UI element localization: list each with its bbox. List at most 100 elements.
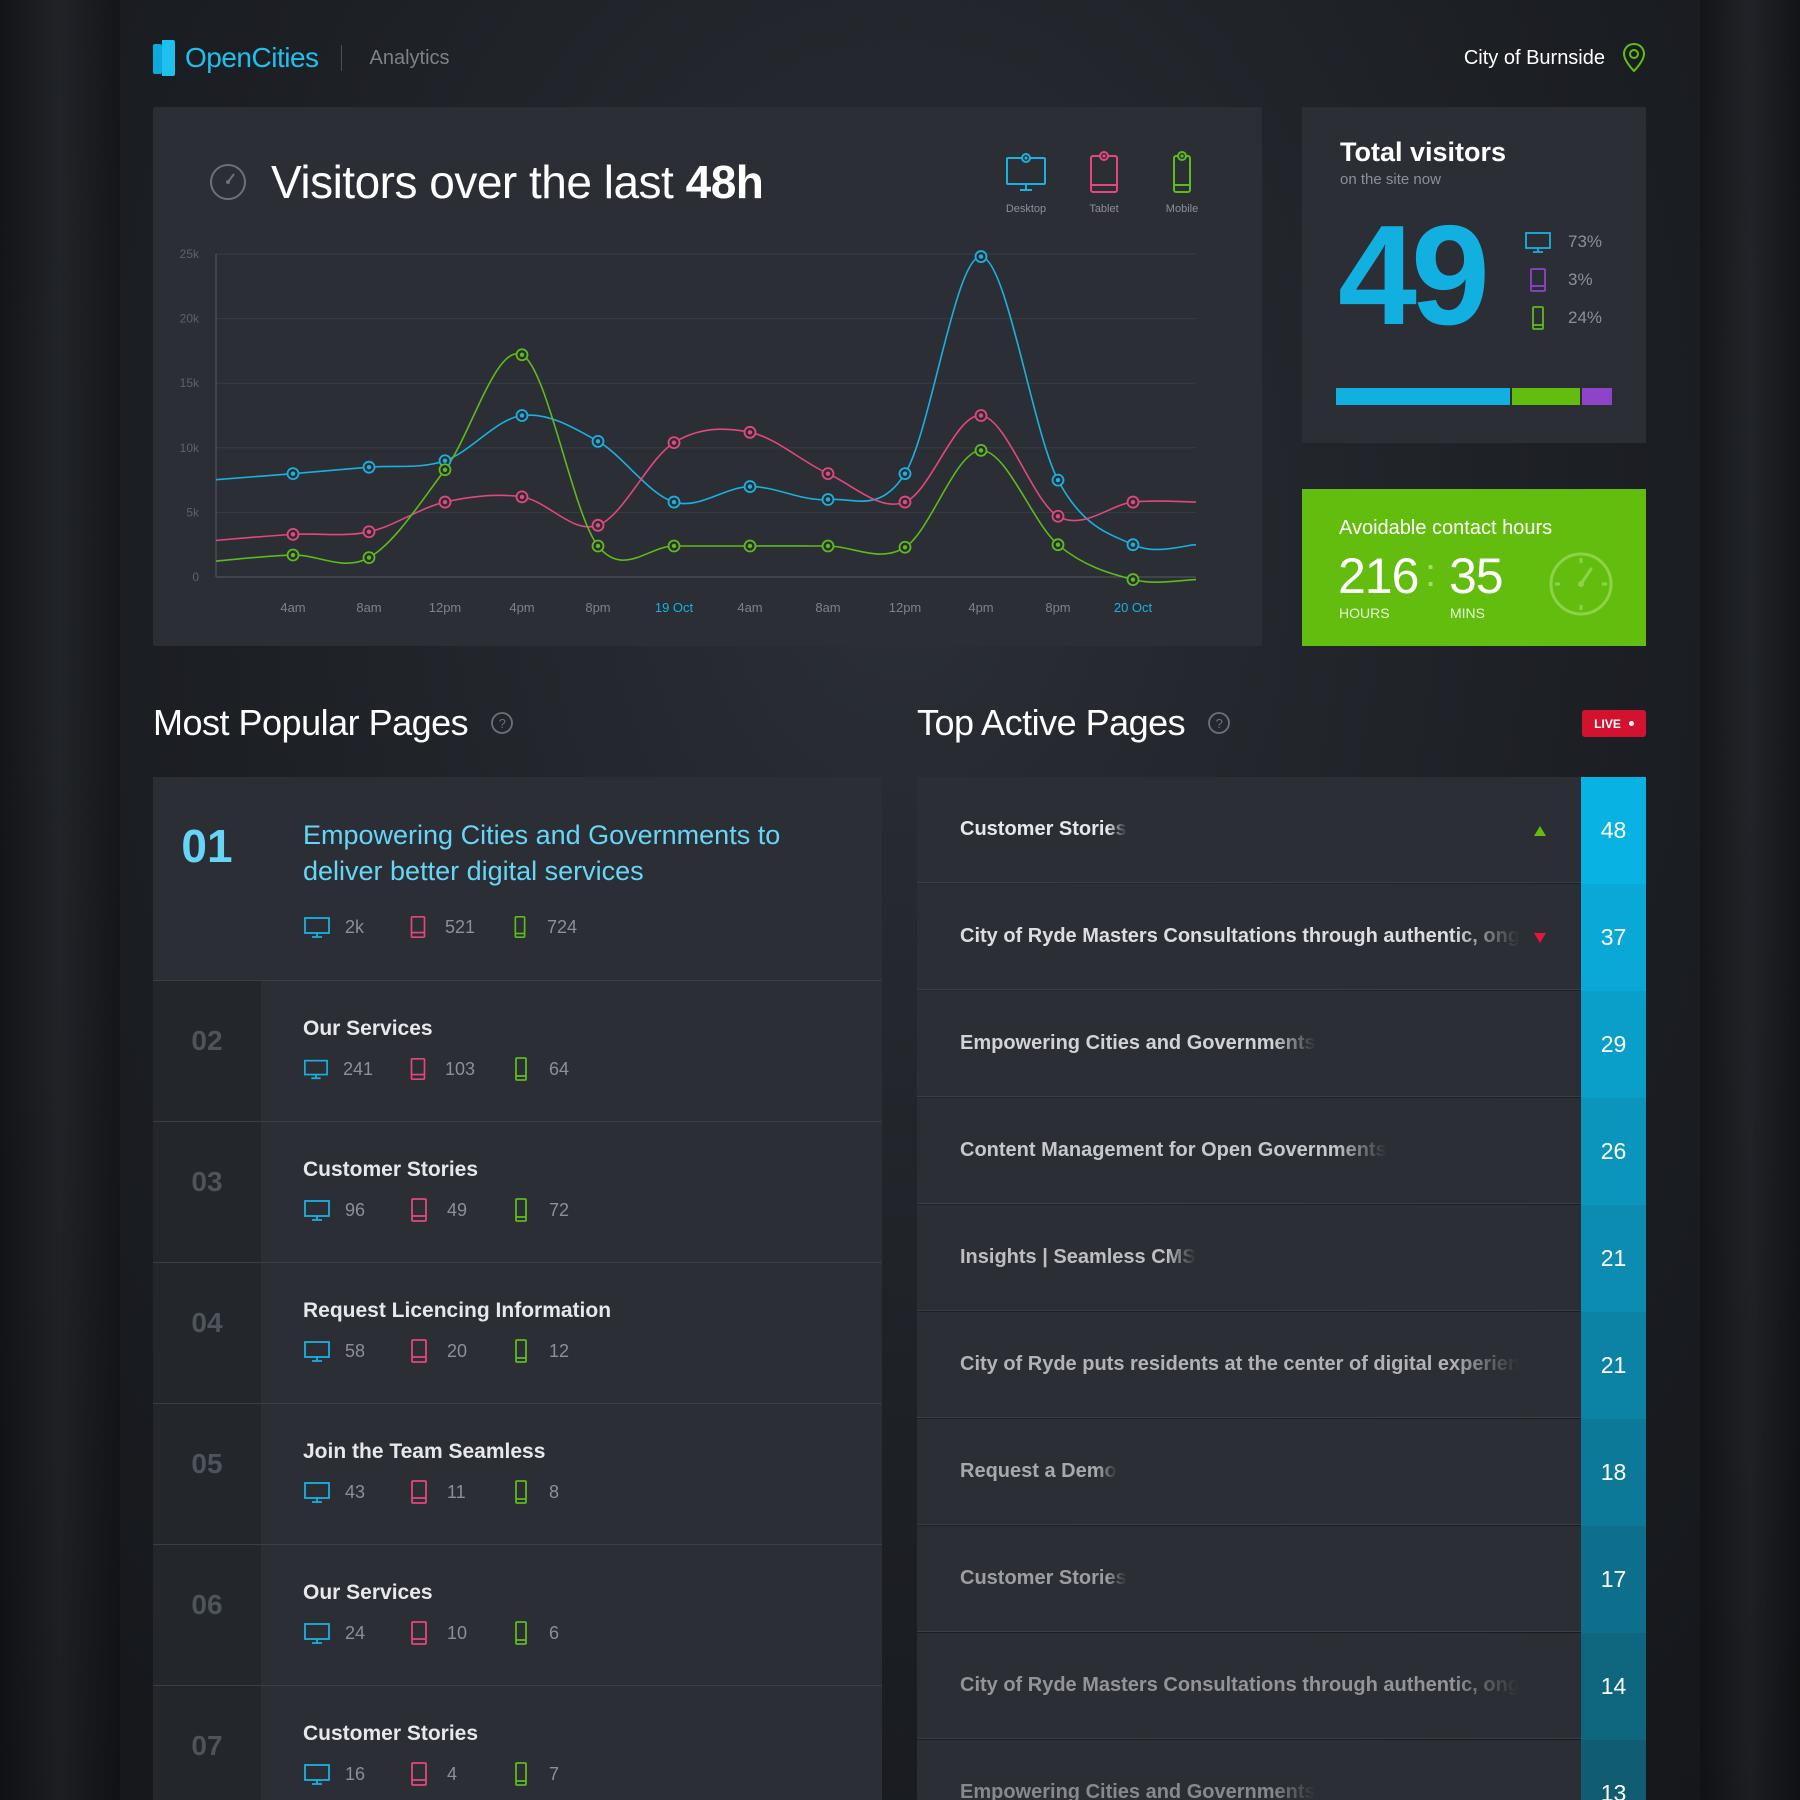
x-tick-label: 4pm: [968, 600, 993, 615]
chart-header: Visitors over the last 48h: [209, 155, 764, 209]
hours-label: HOURS: [1339, 605, 1390, 621]
active-page-label[interactable]: Content Management for Open Governments: [917, 1098, 1581, 1204]
data-point-dot: [290, 552, 296, 558]
data-point-dot: [595, 543, 601, 549]
total-visitors-card: Total visitors on the site now 49 73% 3%…: [1302, 107, 1646, 443]
legend-tablet[interactable]: Tablet: [1082, 151, 1126, 215]
popular-page-item[interactable]: Customer Stories 16 4 7 07: [153, 1686, 882, 1800]
active-page-row[interactable]: City of Ryde Masters Consultations throu…: [917, 1633, 1646, 1740]
mobile-count: 12: [549, 1340, 570, 1361]
active-page-label[interactable]: Request a Demo: [917, 1419, 1581, 1525]
popular-page-title[interactable]: Request Licencing Information: [303, 1299, 612, 1322]
desktop-icon: [304, 1482, 330, 1503]
visitors-chart-card: 0 5k 10k 15k 20k 25k 4am 8am 12pm 4pm 8pm 19 Oct 4am…: [153, 107, 1262, 646]
active-visitor-count: 29: [1581, 991, 1646, 1098]
legend-mobile[interactable]: Mobile: [1160, 151, 1204, 215]
data-point-dot: [825, 543, 831, 549]
data-point-dot: [671, 440, 677, 445]
mobile-count: 7: [549, 1763, 560, 1784]
tablet-stat: 4: [405, 1762, 475, 1786]
popular-page-item[interactable]: Join the Team Seamless 43 11 8 05: [153, 1404, 882, 1545]
help-icon[interactable]: ?: [1207, 711, 1231, 735]
popular-page-item[interactable]: Empowering Cities and Governments to del…: [153, 777, 882, 981]
city-name: City of Burnside: [1463, 46, 1605, 69]
legend-mobile-label: Mobile: [1165, 203, 1199, 215]
x-tick-label: 8am: [815, 600, 840, 615]
data-point-dot: [519, 413, 525, 418]
active-page-label[interactable]: Customer Stories: [917, 777, 1581, 883]
svg-text:?: ?: [1216, 716, 1223, 731]
live-dot-icon: [1628, 721, 1634, 726]
popular-page-item[interactable]: Our Services 24 10 6 06: [153, 1545, 882, 1686]
y-tick-label: 5k: [186, 505, 200, 519]
legend-tablet-label: Tablet: [1089, 203, 1119, 215]
help-icon[interactable]: ?: [490, 711, 514, 735]
data-point-dot: [978, 254, 984, 259]
stopwatch-icon: [1549, 552, 1613, 616]
popular-page-title[interactable]: Our Services: [303, 1581, 433, 1604]
tablet-count: 11: [447, 1481, 466, 1502]
active-page-row[interactable]: City of Ryde Masters Consultations throu…: [917, 884, 1646, 991]
desktop-count: 24: [345, 1622, 366, 1643]
data-point-dot: [902, 471, 908, 476]
series-line-tablet: [215, 414, 1197, 542]
active-page-row[interactable]: City of Ryde puts residents at the cente…: [917, 1312, 1646, 1419]
split-mobile: 24%: [1524, 306, 1602, 330]
active-page-label[interactable]: Customer Stories: [917, 1526, 1581, 1632]
x-tick-label: 20 Oct: [1114, 600, 1153, 615]
popular-page-body: Our Services 24 10 6: [261, 1545, 882, 1685]
data-point-dot: [978, 448, 984, 453]
legend-desktop[interactable]: Desktop: [1004, 151, 1048, 215]
popular-page-item[interactable]: Customer Stories 96 49 72 03: [153, 1122, 882, 1263]
popular-page-title[interactable]: Customer Stories: [303, 1722, 479, 1745]
popular-page-title[interactable]: Empowering Cities and Governments to del…: [303, 820, 781, 886]
share-bar-segment: [1512, 388, 1581, 405]
brand-logo[interactable]: OpenCities Analytics: [153, 40, 450, 76]
data-point-dot: [519, 494, 525, 500]
x-tick-label: 4pm: [509, 600, 534, 615]
mobile-count: 724: [546, 916, 577, 937]
popular-page-title[interactable]: Customer Stories: [303, 1158, 479, 1181]
desktop-stat: 241: [303, 1057, 373, 1081]
mobile-icon: [515, 1480, 527, 1504]
total-visitors-title: Total visitors: [1340, 137, 1507, 167]
popular-page-item[interactable]: Request Licencing Information 58 20 12 0…: [153, 1263, 882, 1404]
active-page-row[interactable]: Insights | Seamless CMS 21: [917, 1205, 1646, 1312]
data-point-dot: [1055, 514, 1061, 519]
background-column: [0, 0, 120, 1800]
active-page-label[interactable]: Insights | Seamless CMS: [917, 1205, 1581, 1311]
data-point-dot: [671, 499, 677, 505]
active-visitor-count: 14: [1581, 1633, 1646, 1740]
device-split: 73% 3% 24%: [1524, 231, 1602, 330]
tablet-icon: [411, 1339, 427, 1363]
data-point-dot: [1055, 542, 1061, 547]
popular-page-title[interactable]: Our Services: [303, 1017, 433, 1040]
popular-page-body: Customer Stories 96 49 72: [261, 1122, 882, 1262]
tablet-icon: [411, 1621, 427, 1645]
popular-page-title[interactable]: Join the Team Seamless: [303, 1440, 546, 1463]
active-page-row[interactable]: Customer Stories 17: [917, 1526, 1646, 1633]
city-selector[interactable]: City of Burnside: [1464, 42, 1647, 74]
active-page-label[interactable]: City of Ryde puts residents at the cente…: [917, 1312, 1581, 1418]
data-point-dot: [595, 523, 601, 528]
data-point-dot: [825, 471, 831, 476]
active-page-title: City of Ryde puts residents at the cente…: [960, 1353, 1520, 1375]
active-page-label[interactable]: Empowering Cities and Governments: [917, 991, 1581, 1097]
series-line-desktop: [215, 255, 1197, 551]
live-badge: LIVE: [1582, 710, 1646, 737]
tablet-count: 103: [444, 1058, 475, 1079]
active-page-row[interactable]: Empowering Cities and Governments 13: [917, 1740, 1646, 1800]
device-legend: Desktop Tablet Mobile: [1004, 151, 1204, 215]
popular-page-item[interactable]: Our Services 241 103 64 02: [153, 981, 882, 1122]
mobile-stat: 7: [507, 1762, 577, 1786]
active-page-label[interactable]: Empowering Cities and Governments: [917, 1740, 1581, 1800]
active-page-label[interactable]: City of Ryde Masters Consultations throu…: [917, 1633, 1581, 1739]
tablet-count: 521: [444, 916, 475, 937]
active-page-row[interactable]: Empowering Cities and Governments 29: [917, 991, 1646, 1098]
tablet-icon: [411, 1480, 427, 1504]
active-page-label[interactable]: City of Ryde Masters Consultations throu…: [917, 884, 1581, 990]
active-page-row[interactable]: Customer Stories 48: [917, 777, 1646, 884]
active-page-row[interactable]: Request a Demo 18: [917, 1419, 1646, 1526]
active-page-row[interactable]: Content Management for Open Governments …: [917, 1098, 1646, 1205]
mins-label: MINS: [1450, 605, 1485, 621]
